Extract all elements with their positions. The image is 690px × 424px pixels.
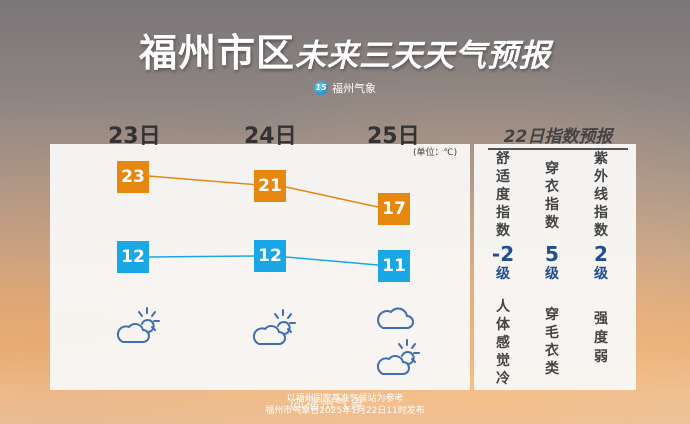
title-main: 福州市区 [138,31,295,75]
unit-label: (单位：℃) [413,148,458,158]
index-desc: 人体感觉冷 [496,299,510,387]
high-temp-box: 17 [378,193,410,225]
footer-line2: 福州市气象台2025年1月22日11时发布 [265,406,425,416]
index-desc: 穿毛衣类 [545,307,559,377]
index-value-unit: 级 [545,266,559,282]
index-value-unit: 级 [594,266,608,282]
partly-cloudy-icon [252,309,296,345]
partly-cloudy-icon [376,339,420,375]
low-temp-box: 12 [117,241,149,273]
index-panel [474,144,636,390]
brand-name: 福州气象 [332,82,376,95]
index-name: 舒适度指数 [496,151,510,239]
index-value-number: 5 [545,242,559,266]
footer-line1: 以福州国家基准气候站为参考 [286,394,404,404]
low-temp-box: 12 [254,240,286,272]
index-value: 2 级 [581,243,621,283]
title-sub: 未来三天天气预报 [295,38,551,74]
footer: 以福州国家基准气候站为参考 福州市气象台2025年1月22日11时发布 [0,393,690,417]
index-value-number: 2 [594,242,608,266]
high-temp-box: 23 [117,161,149,193]
index-value: 5 级 [532,243,572,283]
index-value-number: -2 [491,242,515,266]
high-temp-box: 21 [254,170,286,202]
page-title: 福州市区未来三天天气预报 [0,22,690,77]
watermark: @福州气象 [290,397,365,413]
partly-cloudy-icon [116,307,160,343]
index-value-unit: 级 [496,266,510,282]
index-value: -2 级 [483,243,523,283]
day-label: 24日 [244,124,297,149]
index-title: 22日指数预报 [488,122,628,150]
day-label: 25日 [367,124,420,149]
index-name: 穿衣指数 [545,161,559,231]
index-desc: 强度弱 [594,311,608,365]
index-name: 紫外线指数 [594,151,608,239]
cloudy-icon [377,307,414,329]
day-label: 23日 [108,124,161,149]
brand-logo-icon: 15 [314,81,328,95]
low-temp-box: 11 [378,250,410,282]
brand: 15 福州气象 [0,80,690,96]
